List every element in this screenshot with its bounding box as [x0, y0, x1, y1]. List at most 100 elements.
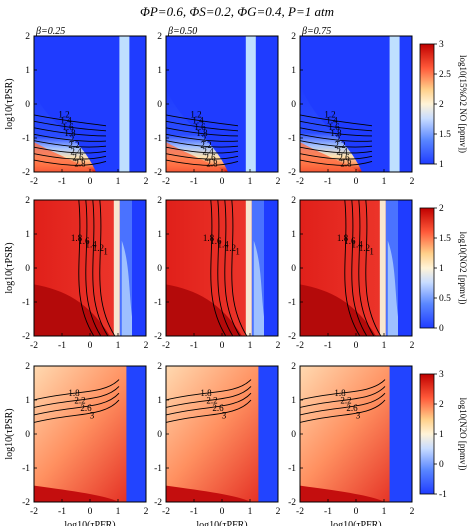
- colorbar-tick-label: 1.5: [439, 234, 451, 244]
- contour-label: 1.8: [203, 233, 215, 243]
- x-tick-label: 0: [354, 507, 359, 517]
- contour-label: 1.4: [351, 240, 363, 250]
- y-tick-label: 0: [291, 430, 296, 440]
- y-tick-label: -2: [154, 498, 162, 508]
- y-tick-label: -1: [22, 134, 30, 144]
- x-tick-label: -2: [162, 507, 170, 517]
- colorbar: [419, 373, 435, 495]
- x-tick-label: -1: [58, 507, 66, 517]
- extinction-region: [126, 366, 146, 502]
- contour-labels: 1.81.61.41.2 1: [337, 233, 374, 257]
- contour-line: [300, 133, 373, 142]
- contour-label: 1.6: [210, 236, 222, 246]
- x-tick-label: -2: [162, 177, 170, 187]
- x-tick-label: -1: [58, 177, 66, 187]
- y-tick-label: -2: [22, 498, 30, 508]
- contour-line: [34, 153, 107, 160]
- contour-line: [166, 114, 239, 127]
- contour-label: 1.4: [85, 240, 97, 250]
- x-tick-label: 1: [382, 507, 387, 517]
- contour-label: 2.8: [74, 159, 86, 169]
- panel-r1-c1: 1.21.41.61.822.22.42.62.8β=0.25210-1-2-2…: [4, 26, 149, 187]
- y-tick-label: 2: [25, 362, 30, 372]
- contour-lines: [34, 114, 107, 166]
- x-tick-label: 2: [276, 177, 281, 187]
- y-tick-label: 2: [157, 196, 162, 206]
- colorbar-tick-label: 2: [439, 100, 444, 110]
- colorbar-label: log10(15%O2 NO [ppmv]): [458, 55, 468, 153]
- contour-line: [34, 159, 107, 166]
- x-tick-label: 0: [88, 177, 93, 187]
- x-tick-label: -1: [190, 341, 198, 351]
- contour-labels: 1.21.41.61.822.22.42.62.8: [190, 110, 218, 169]
- x-tick-label: -2: [30, 177, 38, 187]
- contour-label: 1: [235, 246, 240, 256]
- contour-label: 2.4: [336, 146, 348, 156]
- heatmap-field: 1.21.41.61.822.22.42.62.8: [34, 36, 146, 172]
- colorbar-r3: 3 2 1 0 -1 log10(N2O [ppmv]): [419, 370, 468, 500]
- heatmap-field: 1.81.61.41.2 1: [34, 200, 146, 336]
- x-axis-label: log10(τPFR): [196, 520, 247, 526]
- colorbar-label: log10(N2O [ppmv]): [458, 398, 468, 471]
- x-tick-label: 1: [248, 177, 253, 187]
- contour-label: 1.2: [359, 243, 370, 253]
- y-tick-label: -2: [288, 168, 296, 178]
- y-tick-label: 1: [25, 66, 30, 76]
- panel-r3-c3: 1.82.22.63 2 1 0 -1 -2-2 -1 0 1 2 log10(τPFR): [288, 362, 415, 526]
- colorbar-tick-label: 2: [439, 204, 444, 214]
- x-tick-label: 0: [88, 341, 93, 351]
- heatmap-field: 1.82.22.63: [34, 366, 146, 502]
- colorbar-tick-label: -1: [439, 490, 447, 500]
- contour-line: [34, 127, 107, 137]
- y-tick-label: -1: [288, 298, 296, 308]
- x-tick-label: 2: [410, 507, 415, 517]
- x-tick-label: -2: [296, 341, 304, 351]
- x-axis-label: log10(τPFR): [64, 520, 115, 526]
- colorbar-tick-label: 1: [439, 430, 444, 440]
- x-tick-label: 0: [220, 177, 225, 187]
- contour-label: 2.4: [70, 146, 82, 156]
- x-tick-label: 1: [248, 341, 253, 351]
- heatmap-field: 1.81.61.41.2 1: [300, 200, 412, 336]
- x-tick-label: 2: [144, 507, 149, 517]
- contour-label: 1: [369, 246, 374, 256]
- contour-label: 1.8: [71, 233, 83, 243]
- contour-line: [300, 153, 373, 160]
- heatmap-field: 1.81.61.41.2 1: [166, 200, 278, 336]
- y-tick-label: 1: [157, 396, 162, 406]
- panel-r3-c2: 1.82.22.63 2 1 0 -1 -2-2 -1 0 1 2 log10(τPFR): [154, 362, 281, 526]
- y-tick-label: 1: [25, 230, 30, 240]
- y-tick-label: 1: [25, 396, 30, 406]
- y-axis-label: log10(τPSR): [4, 242, 15, 293]
- contour-label: 2.6: [80, 403, 92, 413]
- contour-line: [166, 153, 239, 160]
- dark-region: [34, 284, 110, 336]
- colorbar-label: log10(NO2 [ppmv]): [458, 232, 468, 305]
- contour-labels: 1.21.41.61.822.22.42.62.8: [58, 110, 86, 169]
- contour-label: 2.6: [204, 152, 216, 162]
- x-tick-label: -1: [190, 507, 198, 517]
- contour-label: 2.2: [74, 395, 85, 405]
- contour-label: 1.2: [190, 110, 201, 120]
- dark-region: [166, 284, 242, 336]
- contour-line: [166, 159, 239, 166]
- x-axis-label: log10(τPFR): [330, 520, 381, 526]
- contour-line: [300, 114, 373, 127]
- contour-label: 1.8: [200, 388, 212, 398]
- y-tick-label: 2: [25, 32, 30, 42]
- y-tick-label: -1: [154, 134, 162, 144]
- beta-label: β=0.75: [301, 26, 331, 37]
- extinction-region: [389, 366, 412, 502]
- contour-labels: 1.82.22.63: [200, 388, 226, 420]
- x-tick-label: 2: [276, 341, 281, 351]
- contour-labels: 1.82.22.63: [68, 388, 94, 420]
- contour-line: [34, 386, 120, 408]
- x-tick-label: 0: [220, 341, 225, 351]
- contour-line: [166, 146, 239, 154]
- x-tick-label: -1: [324, 341, 332, 351]
- y-tick-label: 1: [157, 230, 162, 240]
- colorbar-tick-label: 0.5: [439, 294, 451, 304]
- x-tick-label: 2: [144, 341, 149, 351]
- contour-label: 2.2: [334, 140, 345, 150]
